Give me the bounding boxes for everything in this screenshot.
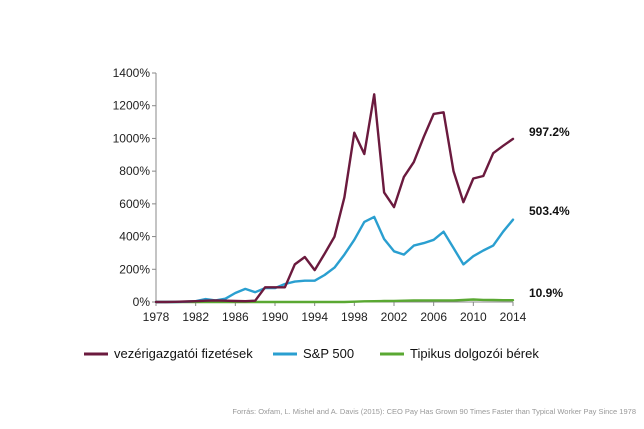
series-line-1	[154, 215, 515, 304]
end-value-label: 503.4%	[529, 204, 570, 218]
series-lines	[154, 93, 515, 304]
y-tick-label: 0%	[133, 295, 151, 309]
y-tick-label: 1000%	[113, 131, 151, 145]
legend-label: vezérigazgatói fizetések	[114, 346, 253, 361]
end-labels: 997.2% 503.4% 10.9%	[529, 125, 570, 300]
x-tick-label: 2006	[420, 310, 447, 324]
y-tick-label: 600%	[119, 197, 150, 211]
end-value-label: 10.9%	[529, 286, 563, 300]
y-tick-label: 1200%	[113, 99, 151, 113]
x-tick-label: 1998	[341, 310, 368, 324]
x-axis: 1978 1982 1986 1990 1994 1998 2002 2006 2010 2014	[143, 301, 527, 324]
x-tick-label: 2010	[460, 310, 487, 324]
y-tick-label: 400%	[119, 230, 150, 244]
y-tick-label: 1400%	[113, 66, 151, 80]
x-tick-label: 1986	[222, 310, 249, 324]
x-tick-label: 1990	[262, 310, 289, 324]
legend-label: S&P 500	[303, 346, 354, 361]
y-tick-label: 200%	[119, 262, 150, 276]
x-tick-label: 2002	[381, 310, 408, 324]
y-axis: 0% 200% 400% 600% 800% 1000% 1200% 1400%	[113, 66, 157, 309]
legend-label: Tipikus dolgozói bérek	[410, 346, 539, 361]
source-note: Forrás: Oxfam, L. Mishel and A. Davis (2…	[232, 407, 636, 416]
series-line-0	[154, 93, 515, 304]
y-tick-label: 800%	[119, 164, 150, 178]
x-tick-label: 1978	[143, 310, 170, 324]
series-line-2	[154, 298, 515, 304]
end-value-label: 997.2%	[529, 125, 570, 139]
x-tick-label: 2014	[500, 310, 527, 324]
x-tick-label: 1982	[182, 310, 209, 324]
x-tick-label: 1994	[301, 310, 328, 324]
legend: vezérigazgatói fizetések S&P 500 Tipikus d…	[84, 346, 539, 361]
